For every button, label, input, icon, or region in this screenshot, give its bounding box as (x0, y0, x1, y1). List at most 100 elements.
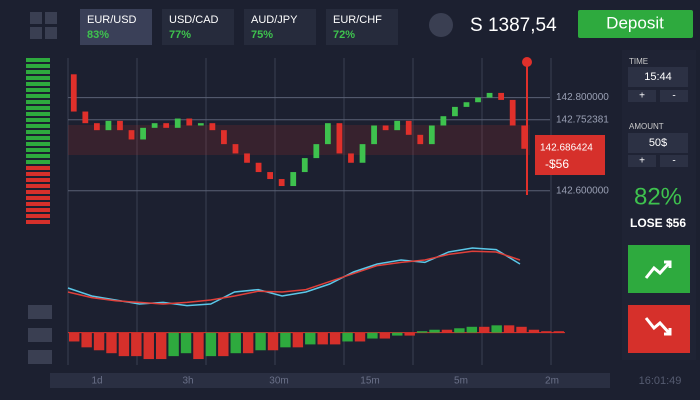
amount-label: AMOUNT (629, 122, 664, 131)
time-plus[interactable] (628, 90, 656, 102)
histogram-bar (516, 326, 527, 333)
volume-bar (26, 196, 50, 200)
candle (336, 123, 343, 154)
amount-field[interactable] (628, 133, 688, 153)
volume-bar (26, 220, 50, 224)
amount-plus[interactable] (628, 155, 656, 167)
minus-label: - (672, 91, 675, 102)
candle (324, 123, 331, 145)
candle (197, 123, 204, 126)
volume-bar (26, 58, 50, 62)
histogram-bar (292, 332, 304, 348)
pair-payout: 77% (169, 29, 191, 41)
histogram-bar (329, 332, 341, 345)
time-value: 15:44 (644, 71, 672, 83)
deposit-button[interactable] (578, 10, 693, 38)
price-label: 142.800000 (556, 92, 609, 103)
clock: 16:01:49 (639, 375, 682, 387)
histogram-bar (267, 332, 279, 351)
range-label[interactable]: 3h (182, 376, 193, 387)
volume-bar (26, 148, 50, 152)
candle (290, 172, 297, 187)
histogram-bar (416, 331, 428, 333)
range-label[interactable]: 2m (545, 376, 559, 387)
pair-tab[interactable] (80, 9, 152, 45)
side-box (28, 305, 52, 319)
histogram-bar (180, 332, 192, 354)
volume-bar (26, 70, 50, 74)
position-price: 142.686424 (540, 143, 593, 154)
histogram-bar (118, 332, 130, 357)
volume-bar (26, 124, 50, 128)
pair-name: AUD/JPY (251, 14, 298, 26)
position-zone (68, 125, 530, 155)
candle (151, 123, 158, 128)
volume-bar (26, 76, 50, 80)
range-label[interactable]: 15m (360, 376, 379, 387)
menu-icon[interactable] (30, 12, 57, 39)
volume-bar (26, 166, 50, 170)
menu-cell (45, 27, 57, 39)
down-icon (644, 317, 672, 336)
volume-bar (26, 118, 50, 122)
histogram-bar (528, 329, 540, 333)
volume-bar (26, 142, 50, 146)
pair-tab[interactable] (244, 9, 316, 45)
histogram-bar (193, 332, 204, 360)
oscillator-line (67, 250, 521, 305)
histogram-bar (441, 329, 453, 333)
histogram-bar (392, 332, 403, 336)
range-label[interactable]: 30m (269, 376, 288, 387)
position-box (535, 135, 605, 175)
range-label[interactable]: 1d (91, 376, 102, 387)
candle (117, 120, 123, 131)
histogram-bar (131, 332, 142, 357)
candle (267, 172, 274, 180)
volume-bar (26, 94, 50, 98)
histogram-bar (553, 331, 564, 333)
candle (128, 130, 135, 140)
side-box (28, 328, 52, 342)
candle (186, 118, 193, 126)
histogram-bar (155, 332, 167, 360)
histogram-bar (454, 328, 465, 333)
candle (301, 158, 308, 173)
call-button[interactable] (628, 245, 690, 293)
histogram-bar (367, 332, 378, 339)
pair-name: USD/CAD (169, 14, 219, 26)
candle (417, 134, 424, 145)
candle (232, 144, 239, 154)
histogram-bar (205, 332, 217, 357)
volume-bar (26, 154, 50, 158)
volume-bar (26, 160, 50, 164)
volume-bar (26, 112, 50, 116)
histogram-bar (230, 332, 241, 354)
put-button[interactable] (628, 305, 690, 353)
oscillator-line (67, 247, 521, 307)
time-minus[interactable] (660, 90, 688, 102)
candle (486, 92, 493, 98)
range-label[interactable]: 5m (454, 376, 468, 387)
histogram-bar (342, 332, 353, 342)
deposit-label: Deposit (606, 13, 664, 32)
price-label: 142.600000 (556, 185, 609, 196)
histogram-bar (69, 332, 80, 342)
time-field[interactable] (628, 67, 688, 87)
minus-label: - (672, 156, 675, 167)
histogram-bar (541, 331, 552, 333)
histogram-bar (354, 332, 366, 342)
histogram-bar (491, 325, 502, 333)
histogram-bar (479, 326, 490, 333)
pair-name: EUR/CHF (333, 14, 382, 26)
volume-bar (26, 184, 50, 188)
volume-bar (26, 190, 50, 194)
position-result: -$56 (545, 157, 569, 171)
amount-minus[interactable] (660, 155, 688, 167)
pair-tab[interactable] (162, 9, 234, 45)
candle (405, 120, 412, 135)
volume-bar (26, 100, 50, 104)
candle (244, 153, 250, 163)
volume-bar (26, 136, 50, 140)
pair-tab[interactable] (326, 9, 398, 45)
histogram-bar (466, 326, 478, 333)
